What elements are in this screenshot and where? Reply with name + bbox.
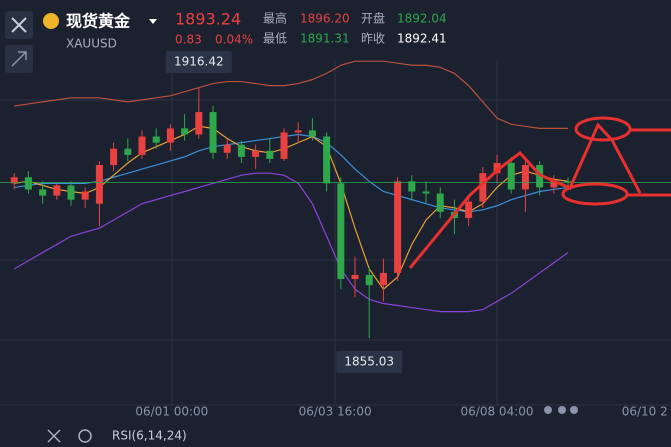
candle-body [308, 130, 316, 137]
footer [0, 423, 671, 447]
price: 1893.24 [175, 10, 241, 29]
change: 0.83 [175, 33, 202, 47]
candle-body [209, 112, 217, 153]
candle-body [465, 201, 473, 218]
x-tick-label: 06/03 16:00 [299, 405, 372, 419]
candle-body [351, 274, 359, 280]
change-pct: 0.04% [215, 33, 253, 47]
indicator-line [14, 60, 569, 129]
close-icon [11, 17, 27, 33]
candle-body [365, 274, 373, 286]
settings-icon[interactable] [78, 429, 92, 443]
candle-body [237, 144, 245, 157]
candle-body [124, 148, 132, 155]
indicator-line [13, 172, 569, 313]
stat-label: 最低 [263, 32, 287, 46]
plot: 1916.42 1855.03 [0, 50, 671, 373]
stat-value: 1892.04 [397, 12, 447, 26]
candle-body [24, 177, 32, 190]
collapse-icon [11, 51, 27, 67]
stat-label: 最高 [263, 11, 287, 26]
candle-body [110, 148, 118, 166]
candle-body [166, 128, 174, 143]
indicator-line [14, 133, 569, 213]
symbol-title[interactable]: 现货黄金 [66, 12, 131, 31]
candle-body [39, 189, 47, 196]
candle-body [408, 181, 416, 192]
candle-body [521, 165, 529, 190]
candle-body [550, 181, 558, 188]
price-label: 1855.03 [344, 354, 394, 368]
dot [558, 406, 566, 414]
footer-close[interactable] [47, 429, 61, 443]
candle-body [53, 185, 61, 196]
dot [570, 406, 578, 414]
candle-body [95, 165, 103, 204]
candle-body [252, 150, 260, 157]
candle-body [67, 185, 75, 200]
candle-body [152, 136, 160, 143]
price-label: 1916.42 [174, 54, 224, 68]
stat-value: 1892.41 [397, 32, 447, 46]
price-label-box [336, 350, 403, 373]
x-tick-label: 06/01 00:00 [135, 405, 208, 419]
stat-value: 1896.20 [300, 12, 350, 26]
candle-body [379, 272, 387, 286]
candle-body [422, 191, 430, 194]
x-tick-label: 06/10 2 [622, 405, 668, 419]
x-tick-label: 06/08 04:00 [461, 405, 534, 419]
candle-body [195, 112, 203, 135]
candle-body [280, 132, 288, 159]
candle-body [394, 181, 402, 273]
coin-icon [43, 13, 59, 29]
price-label-box [165, 50, 232, 73]
candle-body [294, 130, 302, 133]
indicator-line [14, 125, 569, 291]
dot [544, 406, 552, 414]
annotations [408, 116, 671, 269]
candle-body [266, 150, 274, 159]
candle-body [493, 162, 501, 174]
candle-body [479, 173, 487, 202]
candle-body [507, 162, 515, 190]
candle-body [181, 128, 189, 135]
candle-body [138, 136, 146, 155]
candle-body [337, 183, 345, 280]
candle-body [81, 191, 89, 200]
indicator-label: RSI(6,14,24) [112, 429, 187, 443]
stat-label: 昨收 [361, 32, 385, 46]
dropdown-icon[interactable] [149, 19, 157, 24]
stat-label: 开盘 [361, 11, 385, 26]
candle-body [436, 193, 444, 212]
candle-body [564, 181, 572, 183]
arrow-path [408, 122, 642, 269]
symbol-code: XAUUSD [66, 37, 117, 51]
candle-body [323, 136, 331, 184]
stat-value: 1891.31 [300, 32, 350, 46]
candle-body [223, 144, 231, 153]
candle-body [10, 177, 18, 184]
